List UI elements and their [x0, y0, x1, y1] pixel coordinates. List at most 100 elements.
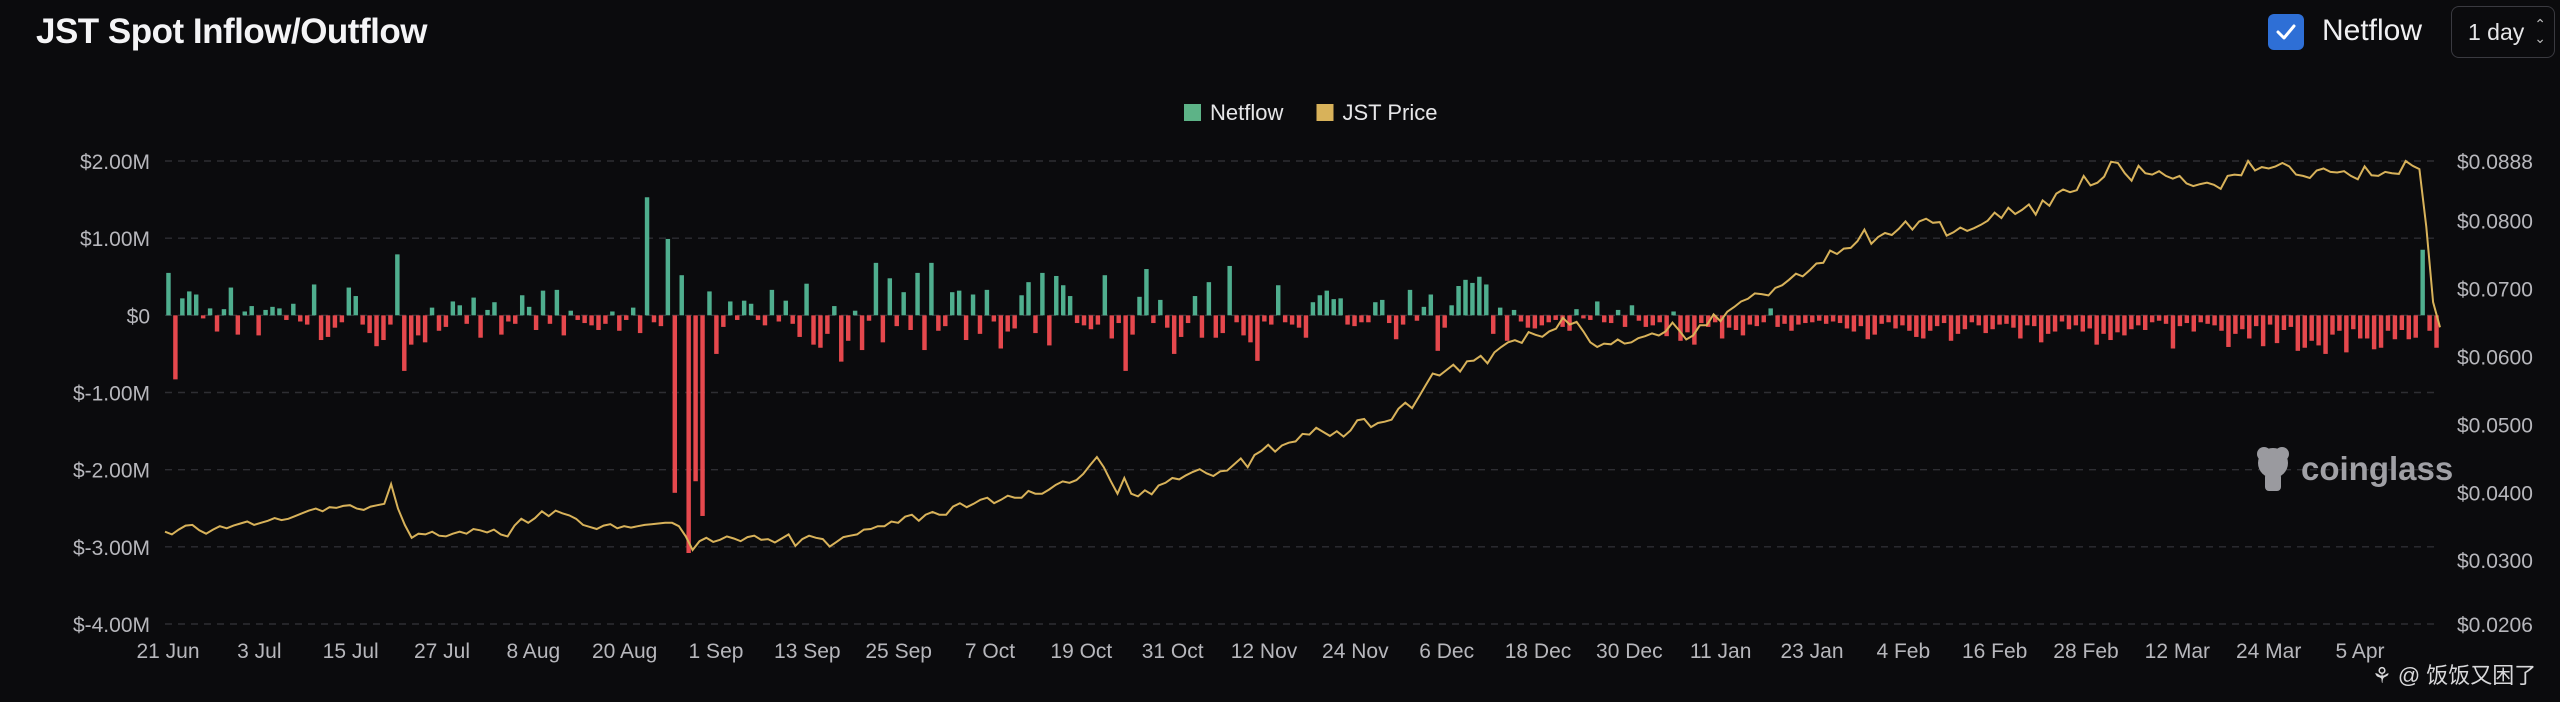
- netflow-bar: [1844, 315, 1850, 329]
- netflow-bar: [478, 315, 483, 338]
- netflow-bar: [1782, 315, 1787, 324]
- netflow-bar: [2156, 315, 2162, 321]
- netflow-bar: [1990, 315, 1995, 330]
- netflow-bar: [492, 302, 497, 316]
- netflow-bar: [2108, 315, 2113, 341]
- netflow-bar: [1976, 315, 1981, 326]
- netflow-bar: [2316, 315, 2321, 346]
- netflow-bar: [526, 306, 532, 316]
- netflow-bar: [1282, 315, 1288, 323]
- netflow-bar: [1262, 315, 1267, 322]
- x-tick-label: 19 Oct: [1050, 640, 1112, 663]
- netflow-bar: [1088, 315, 1094, 330]
- netflow-bar: [513, 315, 518, 324]
- right-tick-label: $0.0888: [2457, 151, 2533, 174]
- netflow-bar: [187, 291, 192, 316]
- netflow-bar: [2399, 315, 2405, 330]
- netflow-bar: [2094, 315, 2099, 345]
- netflow-bar: [2045, 315, 2051, 334]
- netflow-bar: [547, 315, 553, 324]
- netflow-bar: [2226, 315, 2231, 347]
- netflow-bar: [2406, 315, 2412, 340]
- left-tick-label: $-2.00M: [73, 460, 150, 483]
- netflow-bar: [1081, 315, 1087, 326]
- netflow-bar: [1719, 315, 1725, 339]
- netflow-bar: [887, 278, 893, 316]
- netflow-bar: [1504, 315, 1510, 341]
- netflow-bar: [2371, 315, 2377, 350]
- netflow-bar: [1539, 315, 1545, 326]
- coinglass-watermark: coinglass: [2257, 447, 2453, 491]
- netflow-checkbox[interactable]: [2268, 14, 2304, 50]
- netflow-bar: [1470, 282, 1475, 316]
- netflow-bar: [2143, 315, 2148, 330]
- netflow-bar: [839, 315, 844, 362]
- netflow-bar: [741, 300, 747, 316]
- netflow-bar: [450, 301, 456, 316]
- netflow-bar: [1373, 302, 1378, 316]
- netflow-bar: [1338, 298, 1343, 316]
- netflow-bar: [360, 315, 365, 325]
- netflow-bar: [1927, 315, 1933, 331]
- netflow-bar: [374, 315, 379, 347]
- left-tick-label: $-4.00M: [73, 614, 150, 637]
- x-tick-label: 25 Sep: [865, 640, 932, 663]
- netflow-bar: [1213, 315, 1219, 338]
- netflow-bar: [228, 287, 234, 316]
- netflow-bar: [1012, 315, 1017, 329]
- netflow-bar: [2351, 315, 2356, 330]
- netflow-bar: [1893, 315, 1898, 329]
- netflow-bar: [908, 315, 913, 330]
- netflow-bar: [811, 315, 816, 345]
- netflow-bar: [409, 315, 414, 345]
- netflow-bar: [977, 315, 983, 334]
- netflow-bar: [1033, 315, 1038, 334]
- netflow-bar: [1699, 315, 1704, 324]
- netflow-bar: [2170, 315, 2176, 349]
- netflow-bar: [2149, 315, 2155, 323]
- netflow-bar: [929, 262, 934, 316]
- netflow-bar: [1546, 315, 1551, 323]
- netflow-bar: [596, 315, 601, 330]
- netflow-bar: [1650, 315, 1655, 326]
- netflow-bar: [1858, 315, 1864, 327]
- x-tick-label: 27 Jul: [414, 640, 470, 663]
- netflow-bar: [1608, 315, 1614, 324]
- netflow-bar: [1158, 299, 1163, 316]
- netflow-bar: [1144, 269, 1149, 316]
- interval-select[interactable]: 1 day ⌃ ⌄: [2451, 6, 2555, 58]
- netflow-bar: [2212, 315, 2217, 326]
- netflow-bar: [1789, 315, 1794, 331]
- netflow-bar: [1040, 272, 1045, 316]
- netflow-bar: [2344, 315, 2349, 353]
- netflow-bar: [1921, 315, 1926, 339]
- netflow-bar: [970, 294, 976, 316]
- netflow-bar: [1303, 315, 1309, 338]
- netflow-bar: [1525, 315, 1531, 328]
- right-tick-label: $0.0700: [2457, 279, 2533, 302]
- netflow-bar: [256, 315, 261, 336]
- netflow-bar: [221, 309, 227, 316]
- netflow-bar: [277, 308, 282, 316]
- netflow-bar: [1664, 315, 1669, 337]
- netflow-bar: [1345, 315, 1350, 325]
- netflow-bar: [1622, 315, 1628, 327]
- credit-label: @ 饭饭又困了: [2397, 663, 2537, 688]
- x-tick-label: 7 Oct: [965, 640, 1015, 663]
- netflow-bar: [2122, 315, 2127, 336]
- netflow-bar: [1657, 315, 1662, 323]
- x-tick-label: 16 Feb: [1962, 640, 2027, 663]
- x-tick-label: 5 Apr: [2335, 640, 2384, 663]
- netflow-bar: [672, 315, 678, 493]
- netflow-bar: [1185, 315, 1191, 324]
- netflow-bar: [249, 306, 254, 316]
- netflow-bar: [1400, 315, 1406, 325]
- netflow-bar: [1442, 315, 1447, 328]
- x-tick-label: 4 Feb: [1876, 640, 1930, 663]
- netflow-bar: [1047, 315, 1052, 346]
- netflow-toggle-label[interactable]: Netflow: [2322, 14, 2423, 47]
- netflow-bar: [734, 315, 740, 320]
- netflow-bar: [2392, 315, 2398, 340]
- netflow-bar: [1456, 286, 1461, 316]
- netflow-bar: [589, 315, 594, 326]
